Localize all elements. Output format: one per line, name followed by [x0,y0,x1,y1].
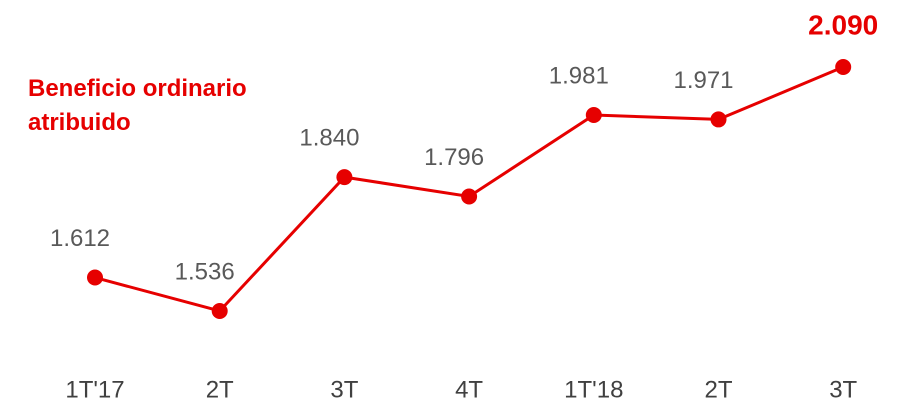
data-label: 1.971 [673,67,733,94]
point [211,303,228,319]
chart-title: Beneficio ordinario atribuido [28,75,247,136]
point [585,107,602,124]
data-label: 1.840 [299,124,359,151]
point [336,169,353,186]
data-label: 1.981 [549,62,609,89]
x-tick-label: 3T [829,376,857,403]
x-tick-label: 2T [206,376,234,403]
point [461,188,478,205]
x-tick-label: 4T [455,376,483,403]
point [835,59,852,75]
data-label: 1.612 [50,225,110,252]
data-label: 1.536 [175,258,235,285]
x-tick-label: 3T [330,376,358,403]
x-tick-label: 1T'18 [564,376,623,403]
point [710,111,727,128]
x-tick-label: 1T'17 [65,376,124,403]
x-tick-label: 2T [704,376,732,403]
data-label: 2.090 [808,9,878,40]
point [87,269,103,286]
data-label: 1.796 [424,144,484,171]
